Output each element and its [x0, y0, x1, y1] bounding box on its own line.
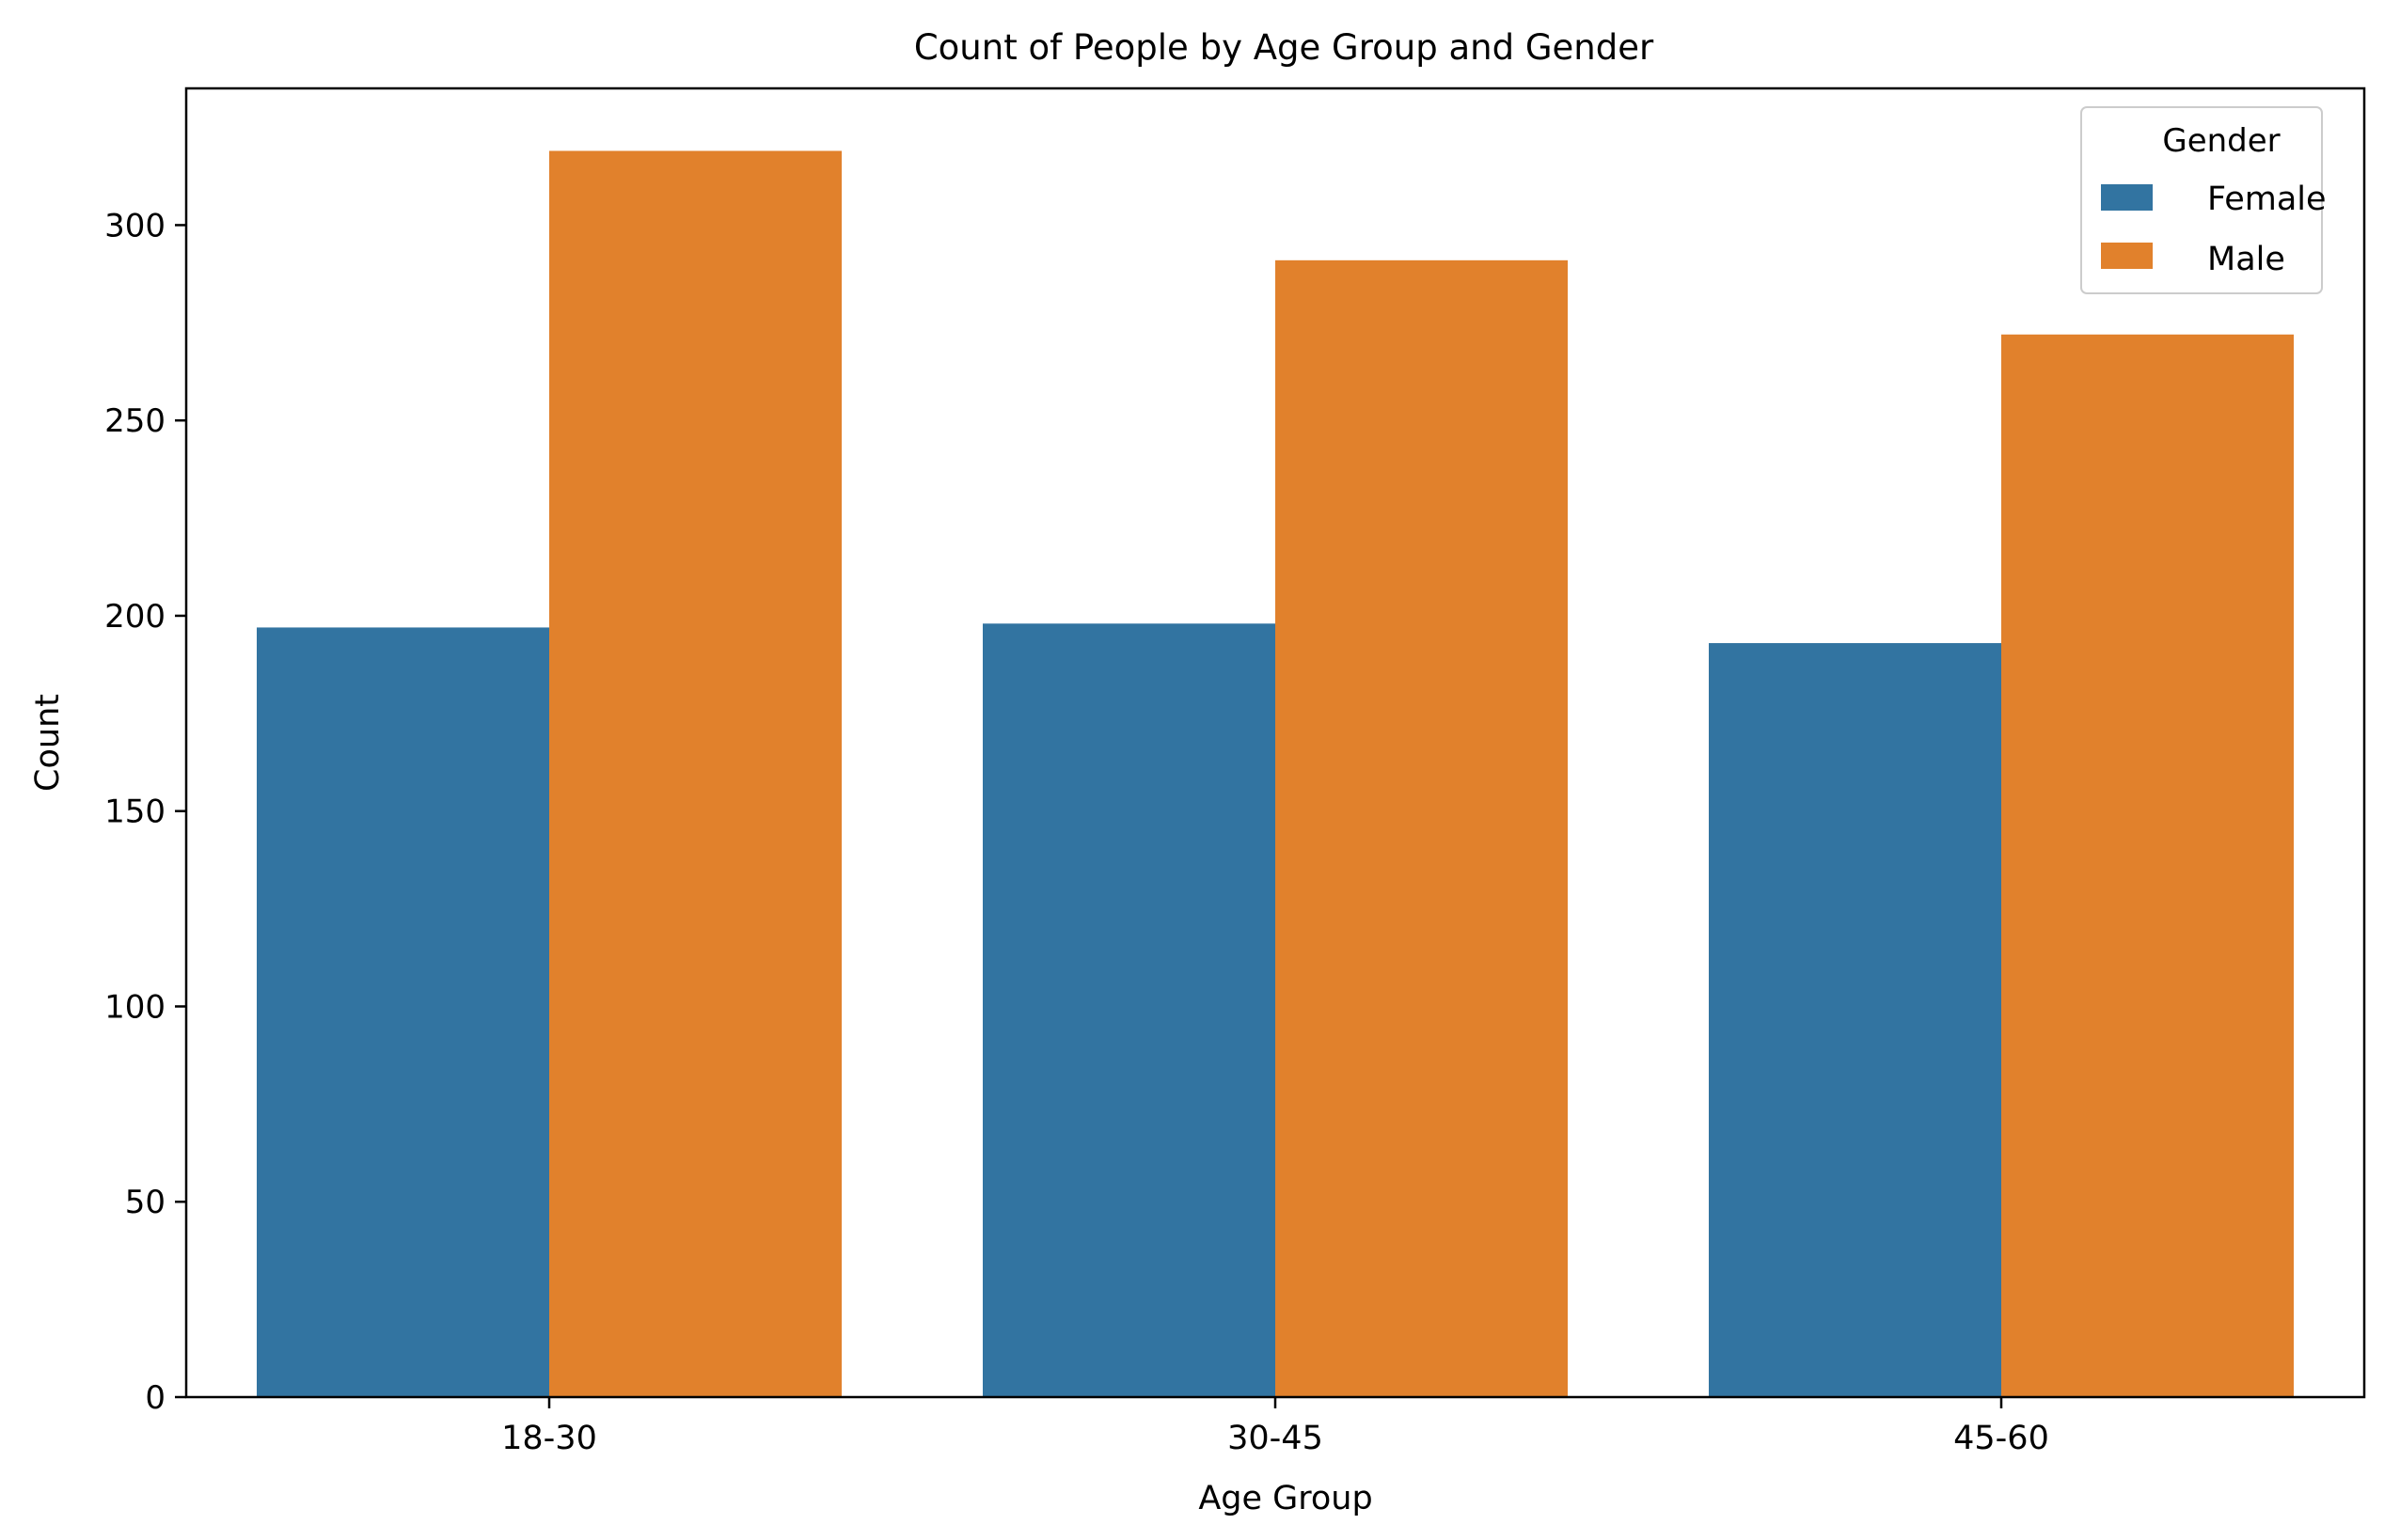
x-axis-label: Age Group	[1198, 1480, 1372, 1517]
y-tick-label: 250	[104, 402, 166, 440]
bar-male-18-30	[549, 150, 842, 1397]
bar-female-30-45	[983, 623, 1275, 1397]
legend-title: Gender	[2162, 122, 2280, 160]
x-tick-label: 45-60	[1953, 1420, 2049, 1457]
y-tick-label: 150	[104, 794, 166, 831]
y-tick-label: 200	[104, 598, 166, 636]
chart-title: Count of People by Age Group and Gender	[914, 27, 1654, 68]
y-axis-label: Count	[29, 694, 67, 792]
legend-swatch-male	[2101, 243, 2153, 269]
y-tick-label: 100	[104, 988, 166, 1026]
x-tick-label: 18-30	[501, 1420, 597, 1457]
legend-swatch-female	[2101, 184, 2153, 211]
legend-label-male: Male	[2207, 241, 2285, 278]
bar-female-45-60	[1709, 643, 2001, 1397]
y-tick-label: 0	[145, 1379, 166, 1417]
bar-male-45-60	[2001, 334, 2294, 1398]
x-axis: 18-30 30-45 45-60	[501, 1397, 2049, 1457]
bar-male-30-45	[1275, 259, 1568, 1398]
plot-frame	[184, 86, 2366, 1399]
y-tick-label: 50	[125, 1184, 166, 1221]
y-tick-label: 300	[104, 207, 166, 244]
bars-group	[257, 150, 2294, 1398]
legend: Gender Female Male	[2080, 106, 2327, 294]
bar-female-18-30	[257, 627, 549, 1397]
x-tick-label: 30-45	[1227, 1420, 1323, 1457]
legend-label-female: Female	[2207, 181, 2327, 218]
y-axis: 0 50 100 150 200 250 300	[104, 207, 186, 1417]
